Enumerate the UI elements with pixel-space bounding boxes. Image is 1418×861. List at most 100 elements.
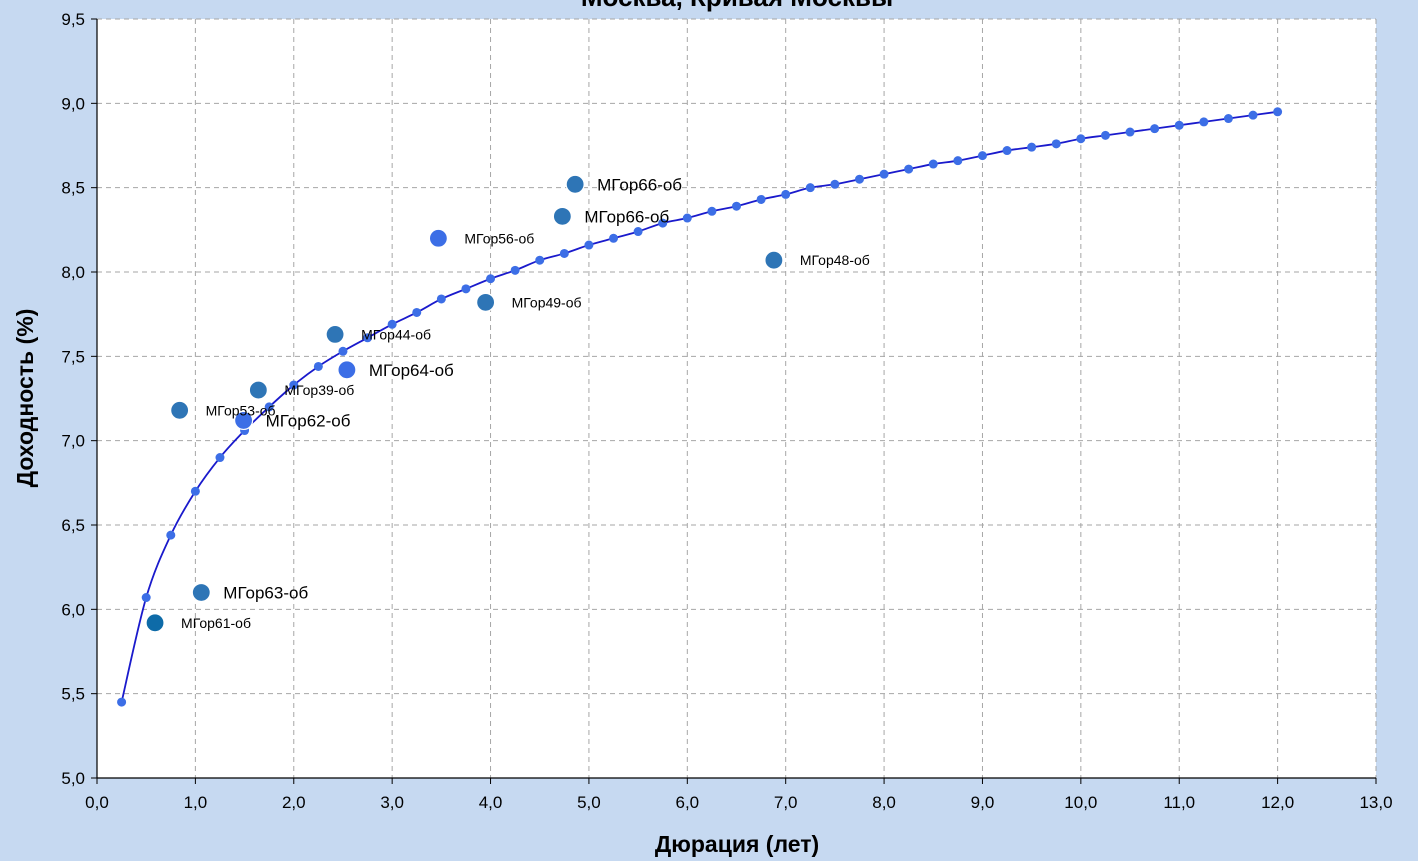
bond-label: МГор66-об: [584, 207, 669, 226]
curve-point: [412, 307, 422, 317]
x-tick-label: 6,0: [675, 793, 699, 812]
bond-point: [337, 360, 357, 380]
curve-point: [928, 159, 938, 169]
curve-point: [289, 380, 299, 390]
curve-point: [854, 174, 864, 184]
y-tick-label: 6,5: [61, 516, 85, 535]
yield-curve-points: [117, 107, 1283, 707]
curve-point: [486, 274, 496, 284]
curve-point: [363, 333, 373, 343]
y-axis-title: Доходность (%): [12, 309, 38, 488]
bond-point: [552, 206, 572, 226]
curve-point: [1248, 110, 1258, 120]
curve-point: [190, 486, 200, 496]
bond-label: МГор53-об: [206, 402, 276, 418]
curve-point: [1002, 146, 1012, 156]
bond-label: МГор66-об: [597, 175, 682, 194]
y-tick-label: 8,5: [61, 179, 85, 198]
bond-point: [476, 292, 496, 312]
y-tick-label: 8,0: [61, 263, 85, 282]
bond-label: МГор61-об: [181, 615, 251, 631]
bond-point: [170, 400, 190, 420]
bond-label: МГор62-об: [266, 411, 351, 430]
curve-point: [141, 593, 151, 603]
curve-point: [830, 179, 840, 189]
bond-point: [565, 174, 585, 194]
curve-point: [682, 213, 692, 223]
x-tick-label: 1,0: [184, 793, 208, 812]
curve-point: [633, 227, 643, 237]
curve-point: [510, 265, 520, 275]
curve-point: [436, 294, 446, 304]
bond-labels: МГор66-об МГор66-об МГор56-об МГор48-об МГор…: [181, 175, 870, 631]
bond-label: МГор56-об: [464, 230, 534, 246]
curve-point: [264, 402, 274, 412]
bond-point: [233, 410, 254, 431]
curve-point: [338, 346, 348, 356]
curve-point: [805, 183, 815, 193]
curve-point: [1051, 139, 1061, 149]
bond-label: МГор49-об: [512, 294, 582, 310]
curve-point: [1223, 114, 1233, 124]
bond-point: [145, 613, 165, 633]
curve-point: [707, 206, 717, 216]
curve-point: [609, 233, 619, 243]
curve-point: [1100, 130, 1110, 140]
curve-point: [166, 530, 176, 540]
bond-point: [764, 250, 784, 270]
curve-point: [732, 201, 741, 211]
x-tick-label: 5,0: [577, 793, 601, 812]
curve-point: [584, 240, 594, 250]
curve-point: [1273, 107, 1283, 117]
curve-point: [756, 194, 766, 204]
bond-point: [325, 324, 345, 345]
x-tick-label: 13,0: [1359, 793, 1392, 812]
curve-point: [1027, 142, 1037, 152]
curve-point: [117, 697, 127, 707]
x-tick-label: 3,0: [380, 793, 404, 812]
x-tick-label: 12,0: [1261, 793, 1294, 812]
curve-point: [781, 189, 791, 199]
x-tick-label: 4,0: [479, 793, 503, 812]
curve-point: [879, 169, 889, 179]
y-tick-label: 7,0: [61, 432, 85, 451]
x-tick-label: 10,0: [1064, 793, 1097, 812]
x-tick-label: 9,0: [971, 793, 995, 812]
curve-point: [313, 361, 323, 371]
curve-point: [904, 164, 914, 174]
plot-area: [97, 19, 1376, 778]
curve-point: [658, 218, 668, 228]
y-tick-label: 9,5: [61, 10, 85, 29]
gridlines: [97, 18, 1377, 778]
x-tick-label: 7,0: [774, 793, 798, 812]
curve-point: [977, 151, 987, 161]
curve-point: [559, 248, 569, 258]
y-tick-label: 5,0: [61, 769, 85, 788]
bond-point: [428, 228, 448, 248]
x-axis-title: Дюрация (лет): [655, 831, 819, 857]
y-tick-label: 7,5: [61, 347, 85, 366]
axes: 0,0 1,0 2,0 3,0 4,0 5,0 6,0 7,0 8,0 9,0 10,0 11,0 12…: [61, 10, 1392, 812]
y-tick-label: 9,0: [61, 94, 85, 113]
bond-point: [248, 380, 268, 400]
curve-point: [387, 319, 397, 329]
chart-title: Москва, Кривая Москвы: [581, 0, 893, 12]
bond-label: МГор48-об: [800, 252, 870, 268]
curve-point: [1125, 127, 1135, 137]
bond-label: МГор44-об: [361, 326, 431, 342]
x-tick-label: 11,0: [1163, 793, 1195, 812]
bond-label: МГор63-об: [223, 583, 308, 602]
curve-point: [1150, 124, 1160, 134]
curve-point: [1174, 120, 1184, 130]
x-tick-label: 2,0: [282, 793, 306, 812]
curve-point: [1076, 134, 1086, 144]
bond-point: [191, 582, 211, 603]
curve-point: [215, 453, 225, 463]
x-tick-label: 8,0: [872, 793, 896, 812]
y-tick-label: 6,0: [61, 600, 85, 619]
curve-point: [461, 284, 471, 294]
x-tick-label: 0,0: [85, 793, 109, 812]
